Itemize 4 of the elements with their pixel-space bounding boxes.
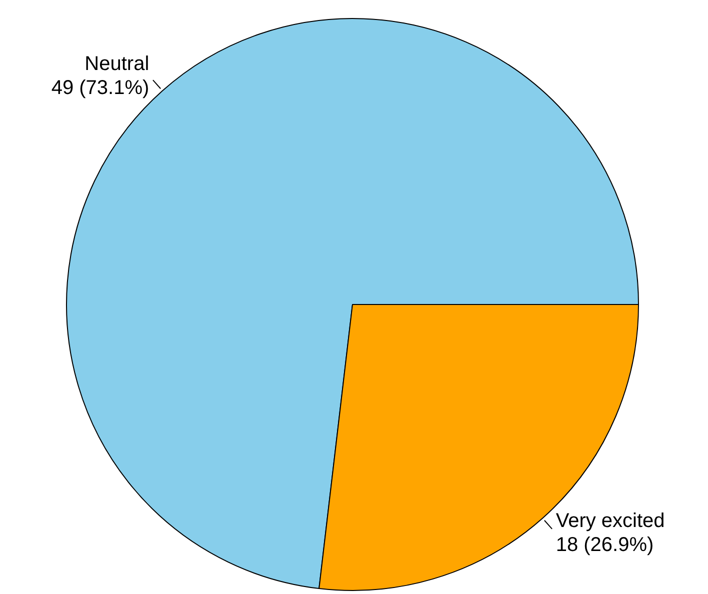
data-label: 18 (26.9%) xyxy=(556,534,654,556)
slice-label: Very excited xyxy=(556,510,665,532)
slice-label: Neutral xyxy=(84,52,150,75)
data-label: 49 (73.1%) xyxy=(51,76,150,99)
